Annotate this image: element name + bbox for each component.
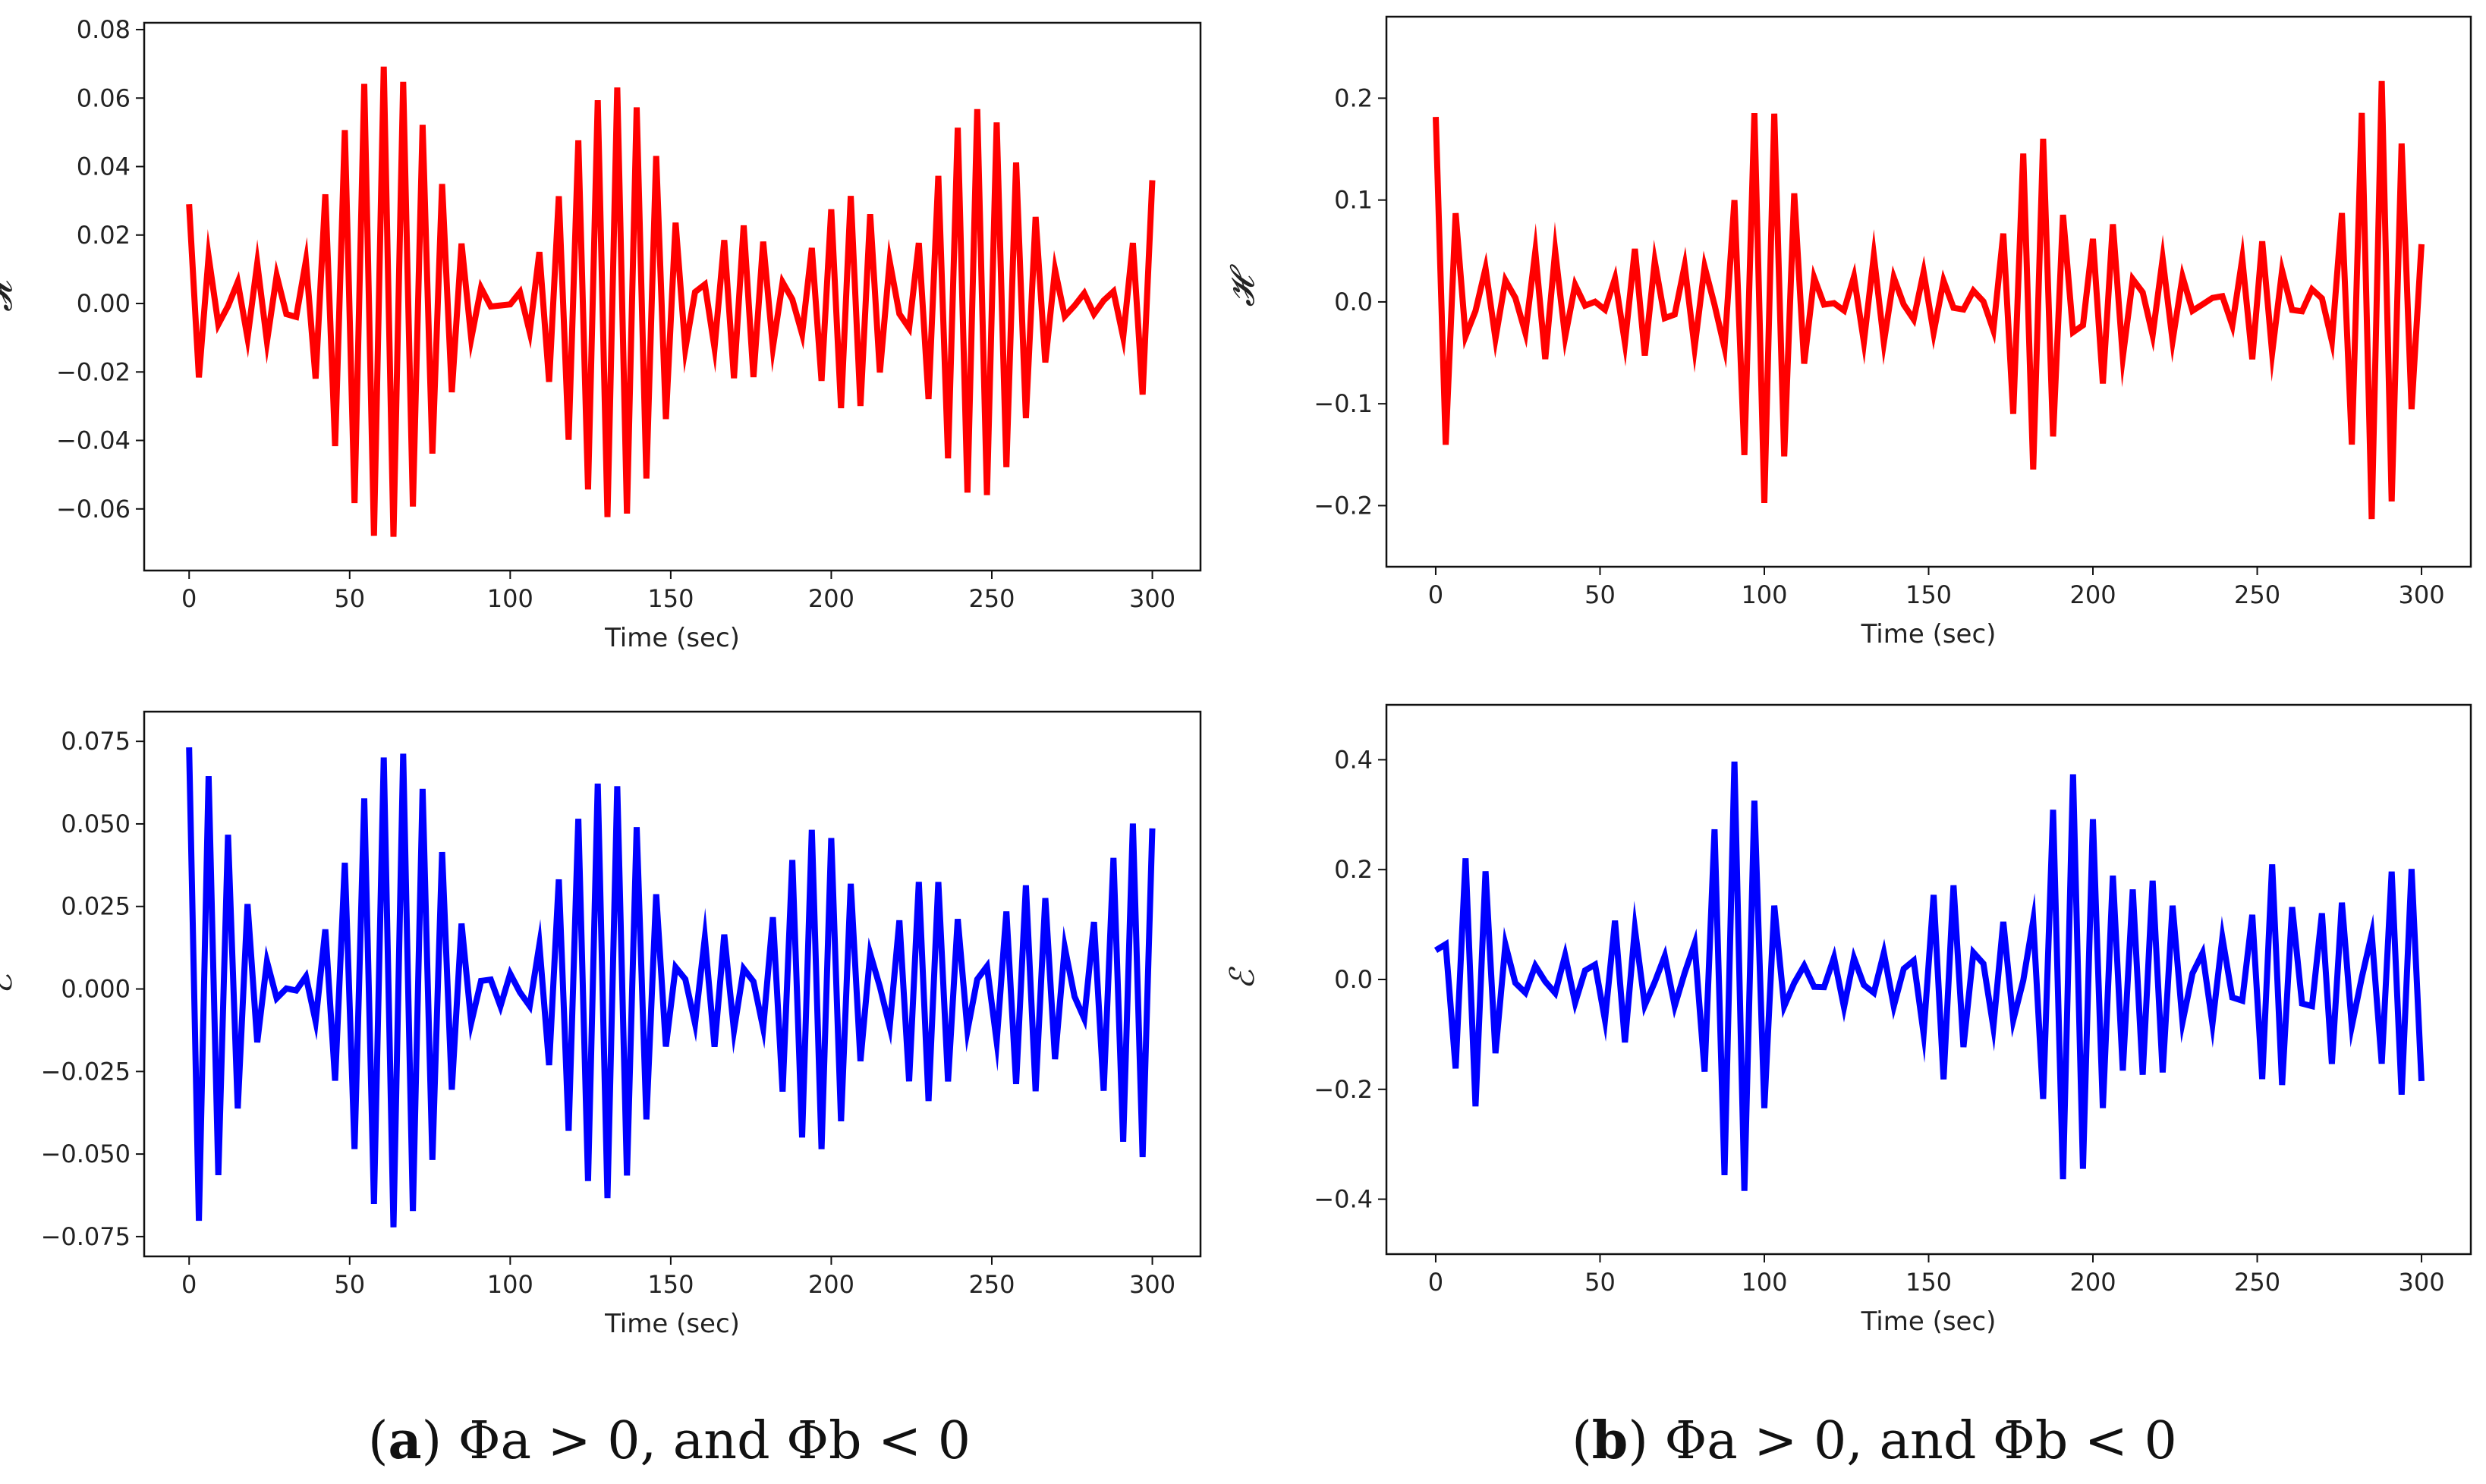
series-line-H — [1433, 80, 2425, 520]
y-tick-label: 0.025 — [61, 892, 131, 921]
plot-frame — [1385, 703, 2472, 1256]
y-tick-label: −0.02 — [56, 357, 131, 386]
x-axis-label: Time (sec) — [604, 1309, 740, 1339]
x-tick-label: 250 — [2234, 1268, 2280, 1297]
x-tick-label: 300 — [1129, 1270, 1175, 1299]
y-tick-label: 0.06 — [77, 83, 131, 112]
y-tick-label: 0.04 — [77, 152, 131, 181]
x-tick-label: 100 — [1741, 580, 1787, 609]
y-tick-label: 0.00 — [77, 289, 131, 318]
y-tick-label: −0.050 — [41, 1140, 131, 1168]
x-tick-label: 100 — [487, 584, 533, 613]
caption-b: (b) Φa > 0, and Φb < 0 — [1572, 1410, 2176, 1471]
x-axis-label: Time (sec) — [1861, 1306, 1997, 1337]
y-tick-label: −0.4 — [1314, 1185, 1373, 1214]
chart-b-bottom: 0 50 100 150 200 250 300 −0.4 −0.2 0.0 0.2 0.4 Time … — [1223, 703, 2472, 1337]
x-tick-label: 50 — [334, 584, 365, 613]
y-tick-label: 0.075 — [61, 727, 131, 756]
x-tick-label: 150 — [647, 584, 694, 613]
x-tick-label: 250 — [968, 1270, 1015, 1299]
x-tick-label: 200 — [808, 1270, 854, 1299]
y-tick-label: −0.075 — [41, 1222, 131, 1251]
y-axis-label: ℰ — [1223, 966, 1262, 989]
x-tick-label: 250 — [2234, 580, 2280, 609]
x-tick-label: 50 — [1584, 1268, 1616, 1297]
series-line-E — [1433, 761, 2425, 1191]
y-tick-label: −0.2 — [1314, 1075, 1373, 1104]
plot-frame — [1385, 15, 2472, 568]
x-tick-label: 300 — [2399, 1268, 2445, 1297]
y-tick-label: 0.0 — [1334, 288, 1373, 316]
x-tick-label: 0 — [1428, 580, 1443, 609]
x-tick-label: 100 — [487, 1270, 533, 1299]
y-axis-label: 𝓗 — [0, 269, 20, 312]
series-line-E — [186, 747, 1156, 1228]
y-tick-label: 0.2 — [1334, 83, 1373, 112]
x-axis-label: Time (sec) — [604, 623, 740, 653]
y-tick-label: −0.025 — [41, 1057, 131, 1086]
caption-a: (a) Φa > 0, and Φb < 0 — [368, 1410, 971, 1471]
y-tick-label: 0.000 — [61, 975, 131, 1004]
x-tick-label: 250 — [968, 584, 1015, 613]
chart-panels: 0 50 100 150 200 250 300−0.06−0.04−0.020.000.0… — [0, 15, 2472, 1339]
x-tick-label: 100 — [1741, 1268, 1787, 1297]
y-tick-label: −0.04 — [56, 426, 131, 455]
plot-frame — [143, 21, 1202, 572]
x-tick-label: 150 — [647, 1270, 694, 1299]
chart-b-top: 0 50 100 150 200 250 300 −0.2 −0.1 0.0 0.1 0.2 Time … — [1223, 15, 2472, 649]
x-tick-label: 0 — [1428, 1268, 1443, 1297]
x-tick-label: 50 — [1584, 580, 1616, 609]
x-tick-label: 200 — [808, 584, 854, 613]
y-tick-label: 0.2 — [1334, 855, 1373, 884]
x-tick-label: 200 — [2069, 1268, 2116, 1297]
y-axis-label: 𝓗 — [1223, 263, 1262, 307]
chart-a-top: 0 50 100 150 200 250 300 −0.06 −0.04 −0.02 0.00 0.0… — [0, 15, 1202, 653]
y-tick-label: 0.1 — [1334, 186, 1373, 215]
y-tick-label: −0.2 — [1314, 491, 1373, 520]
x-tick-label: 150 — [1905, 580, 1952, 609]
y-tick-label: 0.4 — [1334, 745, 1373, 774]
x-tick-label: 300 — [2399, 580, 2445, 609]
x-tick-label: 0 — [181, 1270, 197, 1299]
y-tick-label: −0.06 — [56, 495, 131, 523]
x-tick-label: 300 — [1129, 584, 1175, 613]
y-tick-label: 0.0 — [1334, 965, 1373, 994]
x-tick-label: 200 — [2069, 580, 2116, 609]
y-tick-label: 0.08 — [77, 15, 131, 44]
x-tick-label: 0 — [181, 584, 197, 613]
y-tick-label: 0.02 — [77, 221, 131, 250]
x-axis-label: Time (sec) — [1861, 619, 1997, 649]
series-line-H — [186, 66, 1156, 537]
y-tick-label: 0.050 — [61, 810, 131, 838]
y-axis-label: ℰ — [0, 970, 20, 994]
plot-frame — [143, 710, 1202, 1258]
y-tick-label: −0.1 — [1314, 389, 1373, 418]
x-tick-label: 50 — [334, 1270, 365, 1299]
chart-a-bottom: 0 50 100 150 200 250 300 −0.075 −0.050 −0.025 0.00… — [0, 710, 1202, 1339]
x-tick-label: 150 — [1905, 1268, 1952, 1297]
